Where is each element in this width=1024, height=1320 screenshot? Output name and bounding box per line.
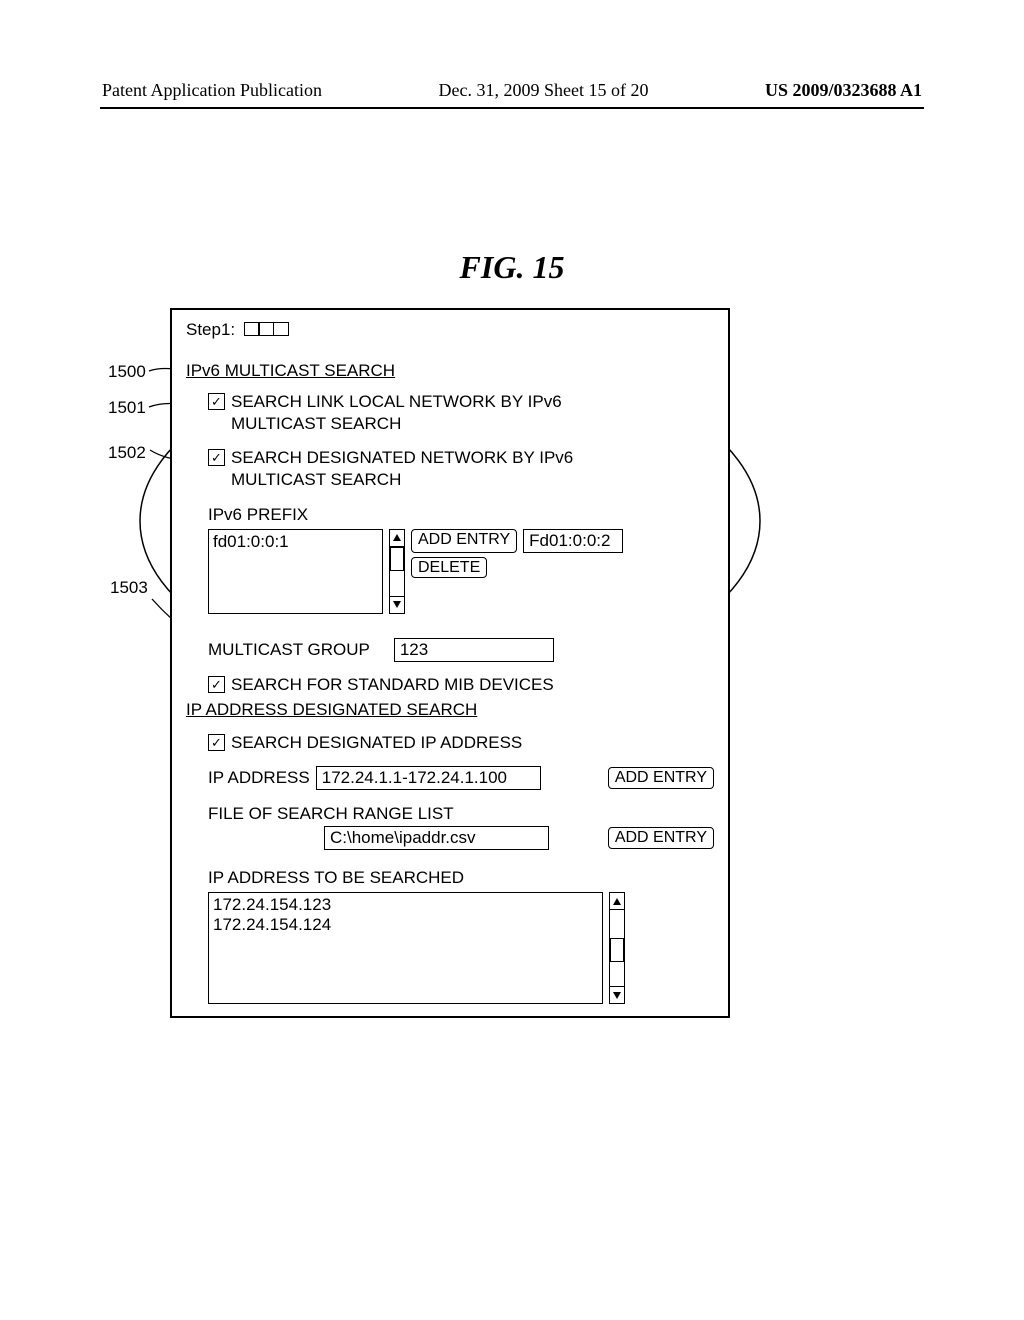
checkbox-link-local[interactable]: ✓ bbox=[208, 393, 225, 410]
header-docnum: US 2009/0323688 A1 bbox=[765, 80, 922, 101]
multicast-group-label: MULTICAST GROUP bbox=[208, 640, 370, 660]
ip-address-field[interactable]: 172.24.1.1-172.24.1.100 bbox=[316, 766, 541, 790]
step-indicator: Step1: bbox=[186, 320, 714, 341]
file-range-field[interactable]: C:\home\ipaddr.csv bbox=[324, 826, 549, 850]
add-entry-ip-button[interactable]: ADD ENTRY bbox=[608, 767, 714, 789]
ref-1502: 1502 bbox=[108, 443, 146, 463]
checkbox-designated-ip[interactable]: ✓ bbox=[208, 734, 225, 751]
scroll-down-icon[interactable] bbox=[610, 986, 624, 1003]
delete-prefix-button[interactable]: DELETE bbox=[411, 557, 487, 578]
label-link-local: SEARCH LINK LOCAL NETWORK BY IPv6 MULTIC… bbox=[231, 391, 591, 435]
prefix-scrollbar[interactable] bbox=[389, 529, 405, 614]
figure-title: FIG. 15 bbox=[100, 249, 924, 286]
ref-1503: 1503 bbox=[110, 578, 148, 598]
ip-scrollbar[interactable] bbox=[609, 892, 625, 1004]
add-entry-file-button[interactable]: ADD ENTRY bbox=[608, 827, 714, 849]
page-header: Patent Application Publication Dec. 31, … bbox=[100, 80, 924, 101]
scroll-up-icon[interactable] bbox=[610, 893, 624, 910]
ipv6-prefix-label: IPv6 PREFIX bbox=[208, 505, 714, 525]
add-entry-prefix-button[interactable]: ADD ENTRY bbox=[411, 529, 517, 553]
prefix-entry-field[interactable]: Fd01:0:0:2 bbox=[523, 529, 623, 553]
section-ip-title: IP ADDRESS DESIGNATED SEARCH bbox=[186, 700, 714, 720]
ip-address-label: IP ADDRESS bbox=[208, 768, 310, 788]
checkbox-designated-net[interactable]: ✓ bbox=[208, 449, 225, 466]
ip-to-search-label: IP ADDRESS TO BE SEARCHED bbox=[208, 868, 714, 888]
ipv6-prefix-listbox[interactable]: fd01:0:0:1 bbox=[208, 529, 383, 614]
ref-1500: 1500 bbox=[108, 362, 146, 382]
header-publication: Patent Application Publication bbox=[102, 80, 322, 101]
checkbox-standard-mib[interactable]: ✓ bbox=[208, 676, 225, 693]
search-dialog: Step1: IPv6 MULTICAST SEARCH ✓ SEARCH LI… bbox=[170, 308, 730, 1018]
header-sheet: Dec. 31, 2009 Sheet 15 of 20 bbox=[438, 80, 648, 101]
section-ipv6-title: IPv6 MULTICAST SEARCH bbox=[186, 361, 714, 381]
scroll-thumb[interactable] bbox=[390, 547, 404, 571]
label-standard-mib: SEARCH FOR STANDARD MIB DEVICES bbox=[231, 674, 554, 696]
scroll-down-icon[interactable] bbox=[390, 596, 404, 613]
step-boxes bbox=[244, 321, 288, 341]
scroll-thumb[interactable] bbox=[610, 938, 624, 962]
label-designated-ip: SEARCH DESIGNATED IP ADDRESS bbox=[231, 732, 522, 754]
multicast-group-field[interactable]: 123 bbox=[394, 638, 554, 662]
file-range-label: FILE OF SEARCH RANGE LIST bbox=[208, 804, 714, 824]
label-designated-net: SEARCH DESIGNATED NETWORK BY IPv6 MULTIC… bbox=[231, 447, 651, 491]
ref-1501: 1501 bbox=[108, 398, 146, 418]
ip-to-search-listbox[interactable]: 172.24.154.123 172.24.154.124 bbox=[208, 892, 603, 1004]
scroll-up-icon[interactable] bbox=[390, 530, 404, 547]
step-label: Step1: bbox=[186, 320, 235, 339]
header-rule bbox=[100, 107, 924, 109]
